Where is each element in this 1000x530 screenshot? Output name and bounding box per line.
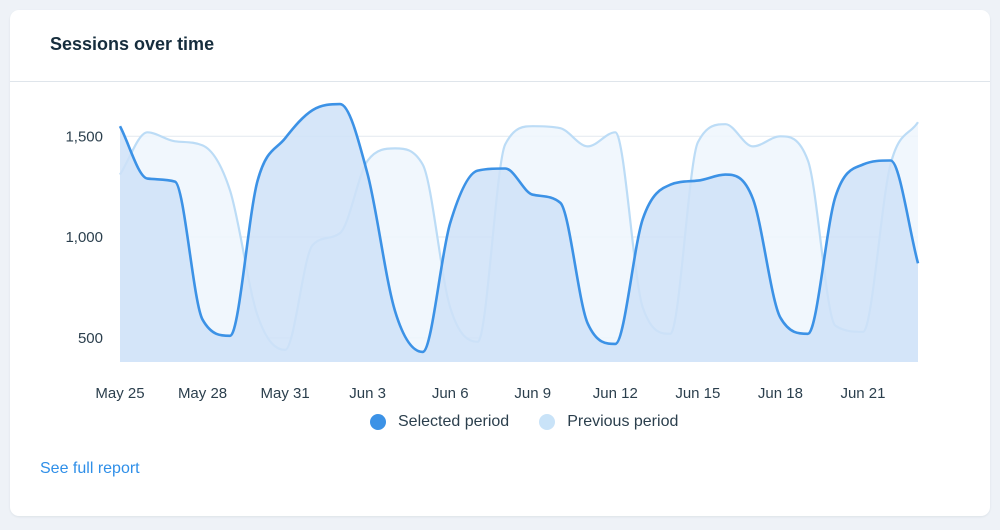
legend-label-selected: Selected period bbox=[398, 413, 510, 430]
legend-item-previous[interactable]: Previous period bbox=[539, 413, 678, 431]
area-layer bbox=[118, 102, 920, 362]
y-tick-label: 500 bbox=[78, 330, 103, 347]
legend-item-selected[interactable]: Selected period bbox=[370, 413, 509, 431]
x-tick-label: Jun 6 bbox=[432, 385, 469, 402]
x-tick-label: May 31 bbox=[261, 385, 310, 402]
selected-period-area bbox=[120, 104, 918, 362]
chart-legend: Selected period Previous period bbox=[370, 413, 708, 431]
x-tick-label: Jun 15 bbox=[675, 385, 720, 402]
card-header: Sessions over time bbox=[10, 10, 990, 82]
legend-swatch-selected bbox=[370, 414, 386, 430]
legend-swatch-previous bbox=[539, 414, 556, 430]
y-tick-label: 1,500 bbox=[65, 128, 103, 145]
card-title: Sessions over time bbox=[50, 34, 215, 54]
y-tick-label: 1,000 bbox=[65, 229, 103, 246]
see-full-report-link[interactable]: See full report bbox=[40, 460, 140, 477]
x-tick-label: Jun 9 bbox=[514, 385, 551, 402]
legend-label-previous: Previous period bbox=[567, 413, 679, 430]
x-tick-label: Jun 18 bbox=[758, 385, 803, 402]
x-tick-label: Jun 21 bbox=[840, 385, 885, 402]
x-tick-label: May 25 bbox=[95, 385, 144, 402]
axis-layer: 500 1,000 1,500 May 25 May 28 May 31 Jun 3 Jun … bbox=[65, 128, 885, 402]
selected-period-line bbox=[118, 102, 920, 354]
x-tick-label: Jun 12 bbox=[593, 385, 638, 402]
x-tick-label: May 28 bbox=[178, 385, 227, 402]
x-tick-label: Jun 3 bbox=[349, 385, 386, 402]
